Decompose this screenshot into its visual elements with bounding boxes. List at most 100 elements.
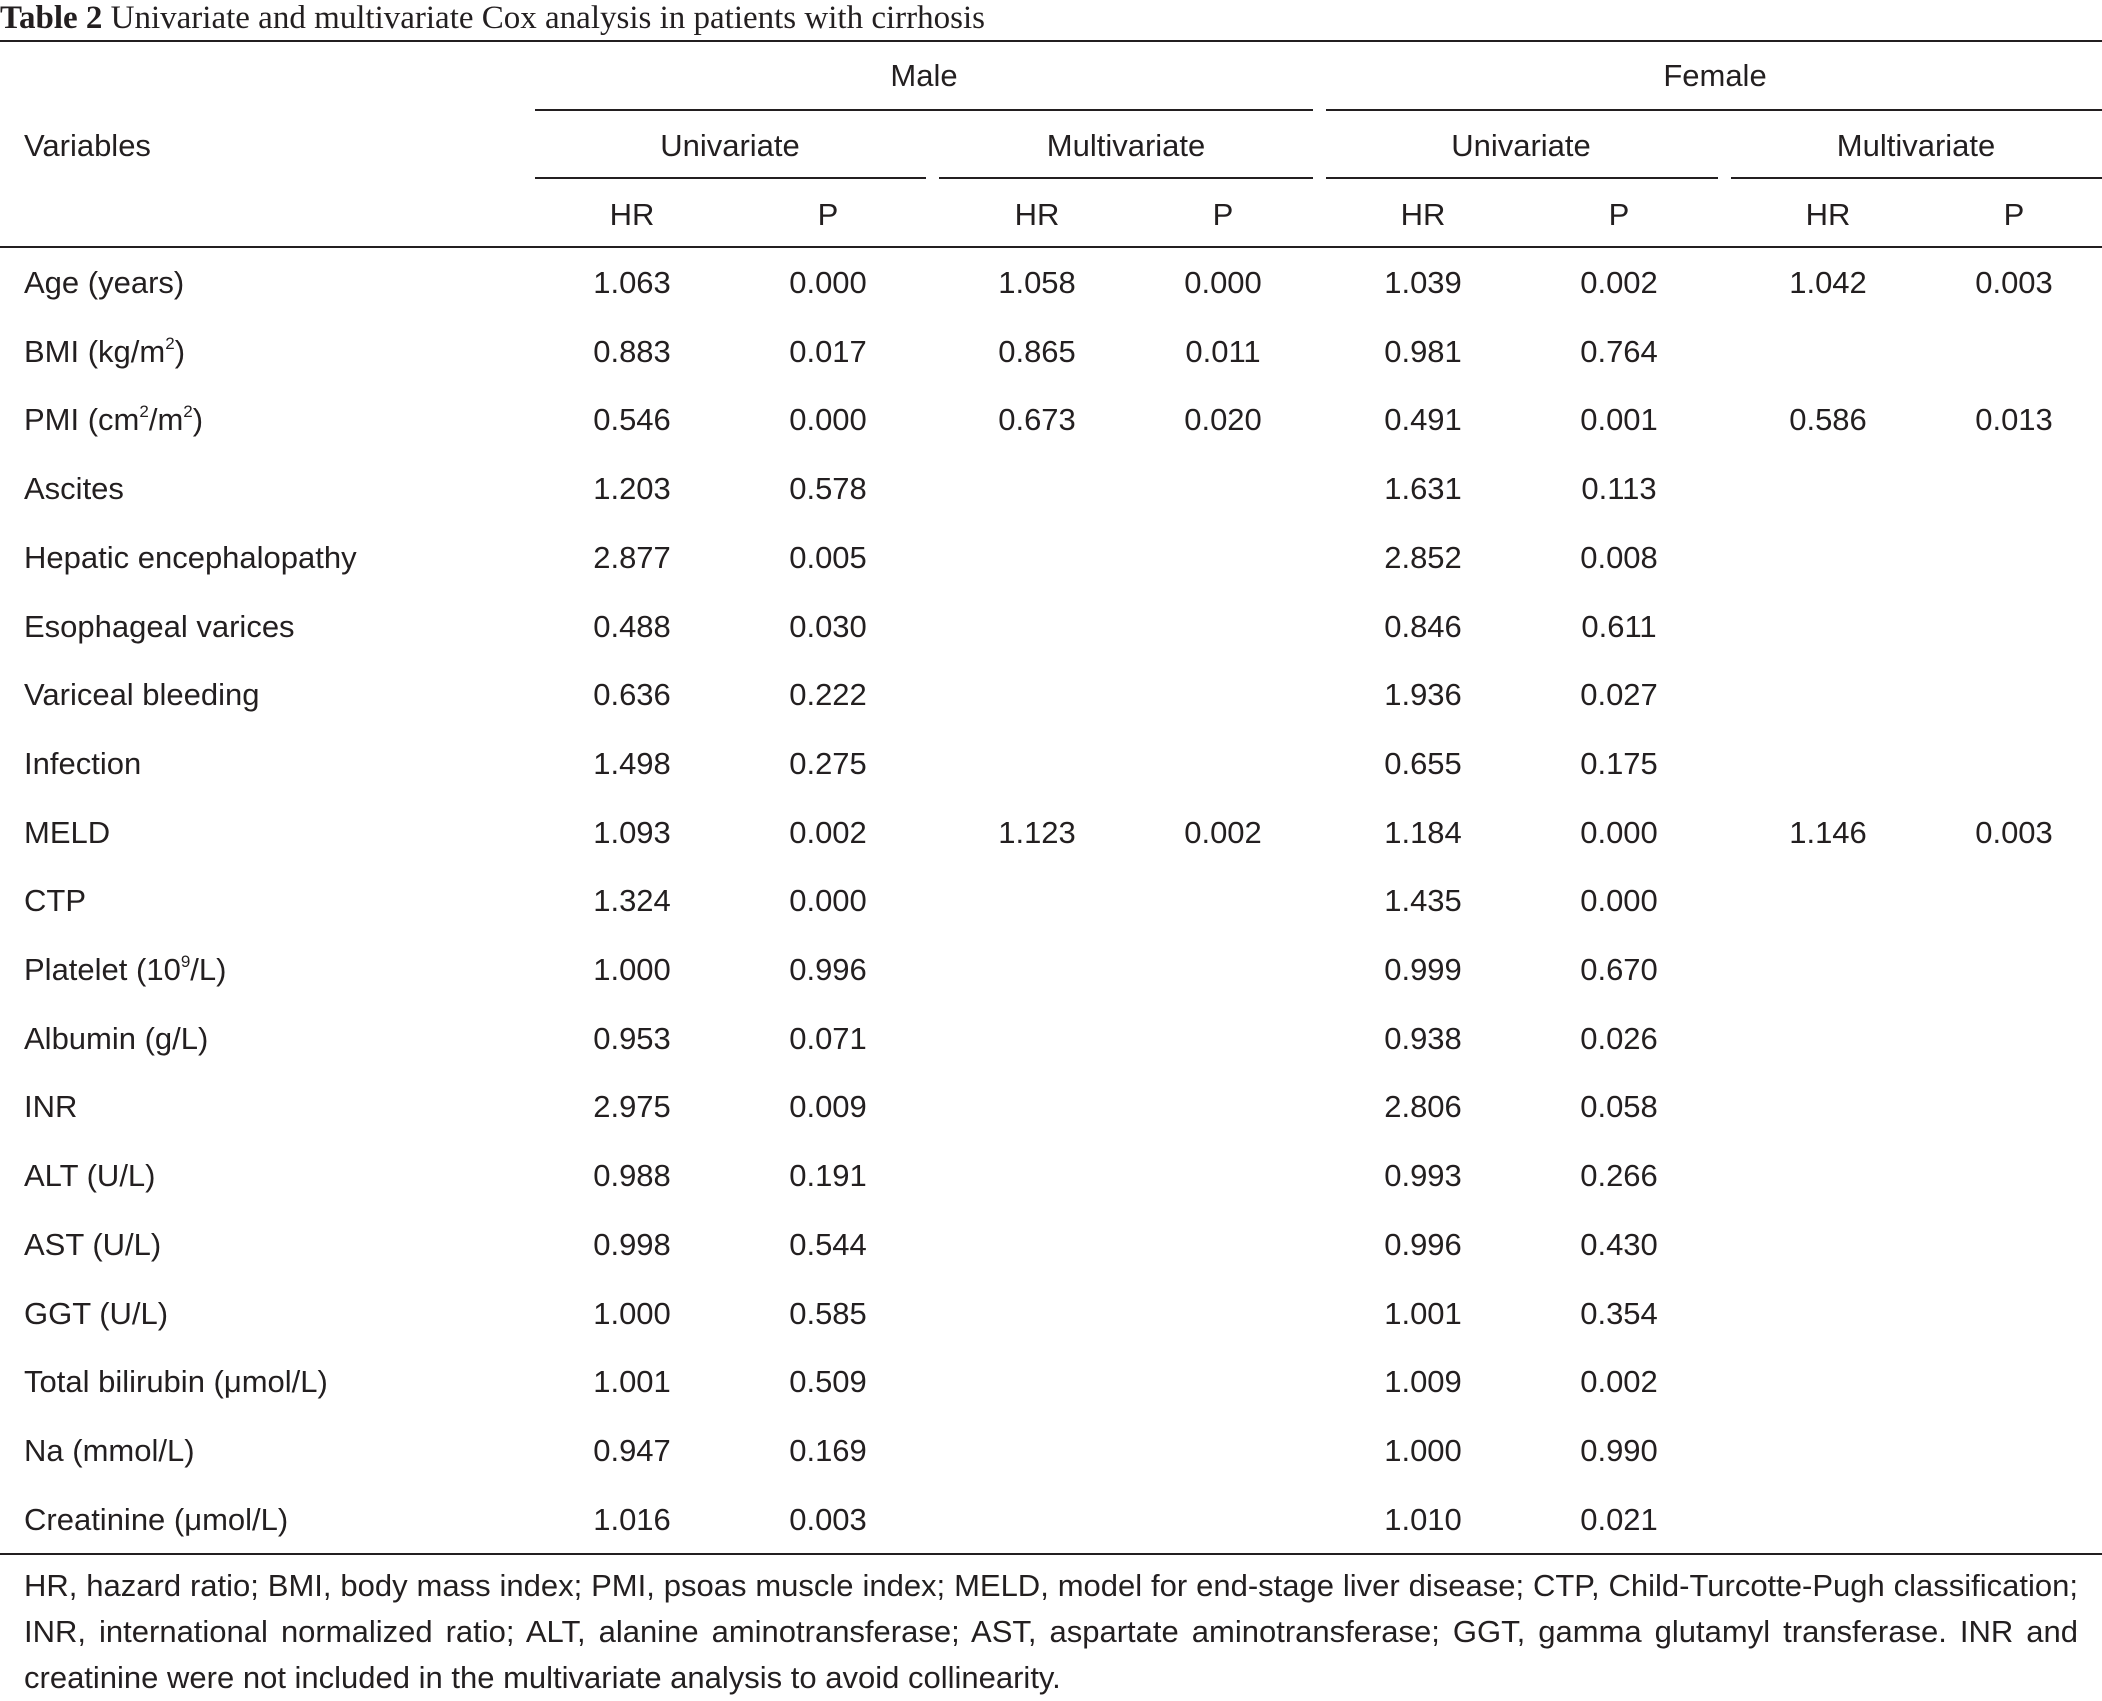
table-label: Table 2 [0,0,103,36]
p-value-cell: 0.509 [789,1364,867,1400]
hr-value-cell: 1.016 [593,1501,671,1537]
p-value-cell: 0.002 [1580,1364,1658,1400]
p-value-cell: 0.005 [789,539,867,575]
hr-value-cell: 1.324 [593,883,671,919]
hr-value-cell: 1.498 [593,745,671,781]
p-value-cell: 0.003 [789,1501,867,1537]
p-value-cell: 0.764 [1580,333,1658,369]
hr-value-cell: 1.010 [1384,1501,1462,1537]
variable-label: ALT (U/L) [24,1158,156,1194]
p-value-cell: 0.030 [789,608,867,644]
hr-value-cell: 1.000 [593,952,671,987]
variable-label: GGT (U/L) [24,1295,169,1331]
p-value-cell: 0.020 [1184,402,1262,438]
p-value-cell: 0.354 [1580,1295,1658,1331]
table-caption: Univariate and multivariate Cox analysis… [110,0,985,36]
hr-value-cell: 1.203 [593,471,671,507]
row-variable-name: Age (years) [24,265,184,301]
p-value-cell: 0.191 [789,1158,867,1194]
variable-label: Platelet (10 [24,952,181,987]
p-value-cell: 0.011 [1185,333,1261,369]
row-variable-name: Platelet (109/L) [24,952,226,988]
hr-value-cell: 0.636 [593,677,671,713]
stat-header-hr: HR [609,197,655,232]
analysis-header-male-multivariate: Multivariate [1046,128,1206,163]
stat-header-p: P [817,197,839,232]
hr-value-cell: 0.883 [593,333,671,369]
hr-value-cell: 1.009 [1384,1364,1462,1400]
hr-value-cell: 1.184 [1384,814,1462,850]
p-value-cell: 0.430 [1580,1226,1658,1262]
analysis-header-female-multivariate: Multivariate [1836,128,1996,163]
p-value-cell: 0.009 [789,1089,867,1125]
variables-header: Variables [24,128,151,163]
p-value-cell: 0.990 [1580,1432,1658,1468]
hr-value-cell: 0.981 [1384,333,1462,369]
unit-text: ) [192,402,204,438]
top-rule [0,40,2102,42]
male-multivariate-rule [939,177,1313,179]
hr-value-cell: 0.947 [593,1432,671,1468]
variable-label: Variceal bleeding [24,677,260,713]
p-value-cell: 0.175 [1580,745,1658,781]
p-value-cell: 0.000 [789,402,867,438]
stat-header-hr: HR [1805,197,1851,232]
p-value-cell: 0.996 [789,952,867,987]
p-value-cell: 0.113 [1581,471,1657,507]
hr-value-cell: 1.000 [593,1295,671,1331]
p-value-cell: 0.266 [1580,1158,1658,1194]
variable-label: Albumin (g/L) [24,1020,209,1056]
row-variable-name: Infection [24,746,141,782]
hr-value-cell: 1.631 [1384,471,1462,507]
hr-value-cell: 0.488 [593,608,671,644]
hr-value-cell: 0.586 [1789,402,1867,438]
row-variable-name: Total bilirubin (μmol/L) [24,1364,328,1400]
bottom-rule [0,1553,2102,1555]
variable-label: AST (U/L) [24,1226,162,1262]
row-variable-name: AST (U/L) [24,1227,161,1263]
row-variable-name: CTP [24,883,86,919]
hr-value-cell: 0.999 [1384,952,1462,987]
row-variable-name: GGT (U/L) [24,1296,168,1332]
table-title: Table 2 Univariate and multivariate Cox … [0,0,985,36]
variable-label: BMI (kg/m [24,333,166,369]
variable-label: Esophageal varices [24,608,295,644]
hr-value-cell: 1.435 [1384,883,1462,919]
hr-value-cell: 0.953 [593,1020,671,1056]
p-value-cell: 0.222 [789,677,867,713]
variable-label: Total bilirubin (μmol/L) [24,1364,328,1400]
row-variable-name: ALT (U/L) [24,1158,156,1194]
p-value-cell: 0.578 [789,471,867,507]
unit-superscript: 2 [183,402,193,422]
hr-value-cell: 2.877 [593,539,671,575]
p-value-cell: 0.002 [1580,265,1658,300]
female-group-rule [1326,109,2102,111]
p-value-cell: 0.000 [789,883,867,919]
hr-value-cell: 0.938 [1384,1020,1462,1056]
row-variable-name: PMI (cm2/m2) [24,402,203,438]
stat-header-hr: HR [1014,197,1060,232]
variable-label: Creatinine (μmol/L) [24,1501,289,1537]
p-value-cell: 0.000 [1184,265,1262,300]
variable-label: CTP [24,883,86,919]
p-value-cell: 0.026 [1580,1020,1658,1056]
unit-text: /m [148,402,184,438]
variable-label: Hepatic encephalopathy [24,539,357,575]
hr-value-cell: 1.001 [1384,1295,1462,1331]
hr-value-cell: 0.998 [593,1226,671,1262]
p-value-cell: 0.001 [1580,402,1658,438]
unit-superscript: 2 [165,333,175,353]
hr-value-cell: 1.063 [593,265,671,300]
analysis-header-male-univariate: Univariate [660,128,800,163]
unit-superscript: 2 [139,402,149,422]
row-variable-name: Na (mmol/L) [24,1433,195,1469]
hr-value-cell: 1.058 [998,265,1076,300]
hr-value-cell: 0.655 [1384,745,1462,781]
p-value-cell: 0.169 [789,1432,867,1468]
variable-label: Infection [24,745,142,781]
p-value-cell: 0.008 [1580,539,1658,575]
stat-header-p: P [1212,197,1234,232]
row-variable-name: Creatinine (μmol/L) [24,1502,288,1538]
hr-value-cell: 0.993 [1384,1158,1462,1194]
variable-label: Age (years) [24,265,185,300]
